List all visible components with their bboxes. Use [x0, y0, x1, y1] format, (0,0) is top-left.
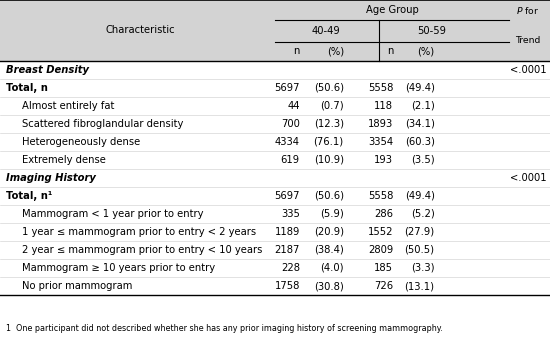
Text: 50-59: 50-59	[417, 26, 446, 36]
Text: Extremely dense: Extremely dense	[22, 155, 106, 165]
Text: Total, n: Total, n	[6, 83, 47, 93]
Text: (49.4): (49.4)	[405, 191, 435, 201]
Text: 2187: 2187	[274, 245, 300, 255]
Text: 1189: 1189	[274, 227, 300, 237]
Text: (3.3): (3.3)	[411, 263, 435, 273]
Text: (13.1): (13.1)	[404, 281, 434, 291]
Text: (38.4): (38.4)	[314, 245, 344, 255]
Text: 2 year ≤ mammogram prior to entry < 10 years: 2 year ≤ mammogram prior to entry < 10 y…	[22, 245, 262, 255]
Text: 5558: 5558	[368, 83, 393, 93]
Text: 5697: 5697	[274, 191, 300, 201]
Text: 4334: 4334	[275, 137, 300, 147]
Text: (4.0): (4.0)	[320, 263, 344, 273]
Text: (60.3): (60.3)	[405, 137, 435, 147]
Text: (0.7): (0.7)	[320, 101, 344, 111]
Text: 40-49: 40-49	[312, 26, 340, 36]
Text: (30.8): (30.8)	[314, 281, 344, 291]
Text: (76.1): (76.1)	[314, 137, 344, 147]
Bar	[0, 0, 550, 61]
Text: Breast Density: Breast Density	[6, 65, 89, 75]
Text: 1 year ≤ mammogram prior to entry < 2 years: 1 year ≤ mammogram prior to entry < 2 ye…	[22, 227, 256, 237]
Text: 335: 335	[281, 209, 300, 219]
Text: Almost entirely fat: Almost entirely fat	[22, 101, 114, 111]
Text: (49.4): (49.4)	[405, 83, 435, 93]
Text: Imaging History: Imaging History	[6, 173, 95, 183]
Text: Trend: Trend	[515, 36, 541, 45]
Text: 1552: 1552	[368, 227, 393, 237]
Text: Total, n¹: Total, n¹	[6, 191, 52, 201]
Text: (3.5): (3.5)	[411, 155, 435, 165]
Text: 118: 118	[374, 101, 393, 111]
Text: n: n	[387, 47, 393, 56]
Text: 185: 185	[374, 263, 393, 273]
Text: 5558: 5558	[368, 191, 393, 201]
Text: 228: 228	[280, 263, 300, 273]
Text: 1893: 1893	[368, 119, 393, 129]
Text: $\it{P}$ for: $\it{P}$ for	[516, 5, 540, 16]
Text: 619: 619	[280, 155, 300, 165]
Text: <.0001: <.0001	[510, 173, 546, 183]
Text: 726: 726	[374, 281, 393, 291]
Text: 1  One participant did not described whether she has any prior imaging history o: 1 One participant did not described whet…	[6, 324, 442, 333]
Text: Mammogram < 1 year prior to entry: Mammogram < 1 year prior to entry	[22, 209, 204, 219]
Text: No prior mammogram: No prior mammogram	[22, 281, 133, 291]
Text: (12.3): (12.3)	[314, 119, 344, 129]
Text: 44: 44	[287, 101, 300, 111]
Text: 193: 193	[374, 155, 393, 165]
Text: 3354: 3354	[368, 137, 393, 147]
Text: 2809: 2809	[368, 245, 393, 255]
Text: <.0001: <.0001	[510, 65, 546, 75]
Text: (20.9): (20.9)	[314, 227, 344, 237]
Text: Heterogeneously dense: Heterogeneously dense	[22, 137, 140, 147]
Text: Age Group: Age Group	[366, 5, 418, 15]
Text: n: n	[293, 47, 300, 56]
Text: 1758: 1758	[274, 281, 300, 291]
Text: (%): (%)	[327, 47, 344, 56]
Text: (10.9): (10.9)	[314, 155, 344, 165]
Text: Characteristic: Characteristic	[106, 25, 175, 35]
Text: (27.9): (27.9)	[404, 227, 434, 237]
Text: 5697: 5697	[274, 83, 300, 93]
Text: (5.2): (5.2)	[411, 209, 435, 219]
Text: (50.6): (50.6)	[314, 83, 344, 93]
Text: (%): (%)	[417, 47, 434, 56]
Text: (34.1): (34.1)	[405, 119, 435, 129]
Text: 286: 286	[374, 209, 393, 219]
Text: (5.9): (5.9)	[320, 209, 344, 219]
Text: (50.5): (50.5)	[404, 245, 434, 255]
Text: (2.1): (2.1)	[411, 101, 435, 111]
Text: (50.6): (50.6)	[314, 191, 344, 201]
Text: 700: 700	[281, 119, 300, 129]
Text: Mammogram ≥ 10 years prior to entry: Mammogram ≥ 10 years prior to entry	[22, 263, 215, 273]
Text: Scattered fibroglandular density: Scattered fibroglandular density	[22, 119, 183, 129]
